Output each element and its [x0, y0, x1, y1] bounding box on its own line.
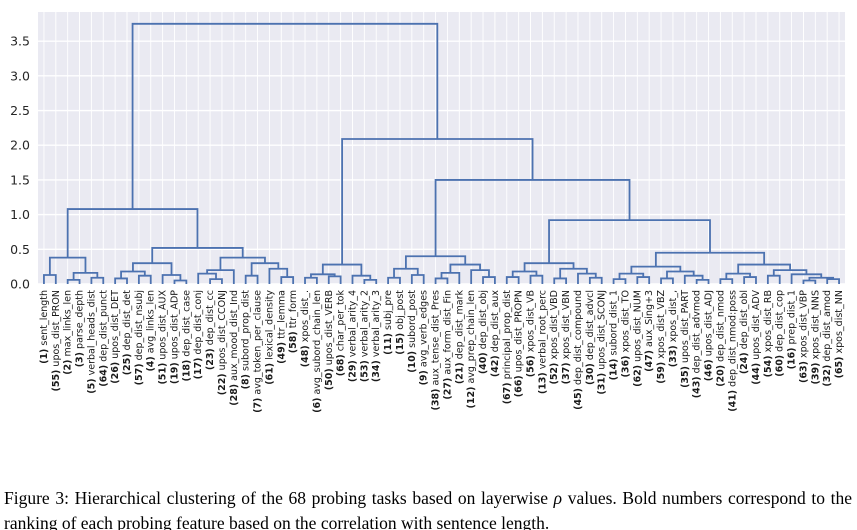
y-tick-label: 0.0 — [10, 277, 30, 292]
leaf-label: (40) dep_dist_obj — [478, 290, 489, 374]
dendrogram-figure: 0.00.51.01.52.02.53.03.5(1) sent_length(… — [10, 12, 845, 413]
leaf-label: (61) lexical_density — [264, 290, 275, 385]
dendrogram-links — [43, 22, 840, 284]
leaf-label: (41) dep_dist_nmod:poss — [727, 290, 738, 412]
y-tick-label: 0.5 — [10, 242, 30, 257]
leaf-label: (44) upos_dist_ADV — [750, 290, 761, 385]
leaf-label: (15) obj_post — [394, 290, 405, 355]
leaf-label: (4) avg_links_len — [145, 290, 156, 372]
leaf-label: (50) upos_dist_VERB — [323, 290, 334, 390]
leaf-label: (6) avg_subord_chain_len — [311, 290, 322, 413]
leaf-label: (30) dep_dist_advcl — [584, 290, 595, 385]
leaf-label: (24) dep_dist_obl — [739, 290, 750, 374]
leaf-label: (48) xpos_dist_. — [300, 290, 311, 367]
caption-text-after: values. Bold numbers correspond to the r… — [4, 487, 852, 530]
leaf-label: (35) upos_dist_PART — [679, 290, 690, 388]
leaf-label: (7) avg_token_per_clause — [252, 290, 263, 413]
leaf-label: (8) subord_prop_dist — [240, 290, 251, 390]
leaf-label: (37) xpos_dist_VBN — [561, 290, 572, 384]
leaf-label: (64) dep_dist_punct — [98, 290, 109, 387]
leaf-label: (45) dep_dist_compound — [572, 290, 583, 410]
y-tick-label: 2.5 — [10, 103, 30, 118]
leaf-label: (22) upos_dist_CCONJ — [216, 290, 227, 395]
leaf-label: (47) aux_Sing+3 — [644, 290, 655, 372]
leaf-label: (28) aux_mood_dist_Ind — [228, 290, 239, 406]
leaf-label: (51) upos_dist_AUX — [157, 290, 168, 385]
y-tick-label: 3.0 — [10, 68, 30, 83]
leaf-label: (58) ttr_form — [288, 290, 299, 353]
leaf-label: (43) dep_dist_advmod — [691, 290, 702, 398]
leaf-label: (67) principal_prop_dist — [501, 290, 512, 405]
leaf-label: (52) xpos_dist_VBD — [549, 290, 560, 385]
leaf-label: (68) char_per_tok — [335, 290, 346, 377]
leaf-label: (12) avg_prep_chain_len — [466, 290, 477, 408]
leaf-label: (65) xpos_dist_NN — [834, 290, 845, 378]
leaf-label: (62) upos_dist_NUM — [632, 290, 643, 387]
leaf-label: (19) upos_dist_ADP — [169, 290, 180, 384]
dendrogram-link — [131, 22, 439, 210]
leaf-label: (31) upos_dist_SCONJ — [596, 290, 607, 395]
leaf-label: (23) dep_dist_cc — [205, 290, 216, 370]
leaf-label: (54) xpos_dist_RB — [762, 290, 773, 377]
plot-background — [38, 12, 845, 284]
leaf-label: (18) dep_dist_case — [181, 290, 192, 382]
leaf-label: (1) sent_length — [38, 290, 49, 364]
y-tick-label: 2.0 — [10, 138, 30, 153]
leaf-label: (57) dep_dist_nsubj — [133, 290, 144, 385]
leaf-label: (13) verbal_root_perc — [537, 290, 548, 394]
leaf-label: (16) prep_dist_1 — [786, 290, 797, 369]
leaf-label: (39) xpos_dist_NNS — [810, 290, 821, 384]
leaf-label: (33) xpos_dist_, — [667, 290, 678, 367]
leaf-label: (66) upos_dist_PROPN — [513, 290, 524, 397]
caption-text-before: Hierarchical clustering of the 68 probin… — [68, 487, 554, 508]
leaf-label: (60) dep_dist_cop — [774, 290, 785, 377]
caption-figure-label: Figure 3: — [4, 487, 69, 508]
leaf-label: (25) dep_dist_det — [122, 290, 133, 376]
leaf-label: (29) verbal_arity_4 — [347, 290, 358, 382]
leaf-label: (49) ttr_lemma — [276, 290, 287, 364]
leaf-label: (14) subord_dist_1 — [608, 290, 619, 380]
leaf-label: (5) verbal_heads_dist — [86, 290, 97, 394]
figure-caption: Figure 3: Hierarchical clustering of the… — [4, 486, 852, 530]
y-tick-label: 1.0 — [10, 207, 30, 222]
leaf-label: (36) xpos_dist_TO — [620, 290, 631, 377]
leaf-label: (56) xpos_dist_VB — [525, 290, 536, 377]
leaf-label: (17) dep_dist_conj — [193, 290, 204, 379]
leaf-label: (2) max_links_len — [62, 290, 73, 375]
leaf-label: (38) aux_tense_dist_Pres — [430, 290, 441, 410]
y-tick-label: 3.5 — [10, 34, 30, 49]
leaf-label: (34) verbal_arity_3 — [371, 290, 382, 382]
y-tick-label: 1.5 — [10, 172, 30, 187]
leaf-label: (46) upos_dist_ADJ — [703, 290, 714, 381]
leaf-label: (26) upos_dist_DET — [110, 290, 121, 384]
leaf-label: (59) xpos_dist_VBZ — [656, 290, 667, 384]
leaf-label: (3) parse_depth — [74, 290, 85, 367]
leaf-label: (21) dep_dist_mark — [454, 290, 465, 385]
leaf-label: (42) dep_dist_aux — [489, 290, 500, 378]
leaf-label: (55) upos_dist_PRON — [50, 290, 61, 392]
leaf-label: (9) avg_verb_edges — [418, 290, 429, 385]
leaf-label: (11) subj_pre — [383, 290, 394, 355]
leaf-label: (32) dep_dist_amod — [822, 290, 833, 387]
leaf-label: (20) dep_dist_nmod — [715, 290, 726, 387]
caption-rho-symbol: ρ — [553, 487, 563, 508]
leaf-label: (27) aux_form_dist_Fin — [442, 290, 453, 400]
leaf-label: (53) verbal_arity_2 — [359, 290, 370, 382]
leaf-label: (10) subord_post — [406, 290, 417, 373]
leaf-label: (63) xpos_dist_VBP — [798, 290, 809, 383]
